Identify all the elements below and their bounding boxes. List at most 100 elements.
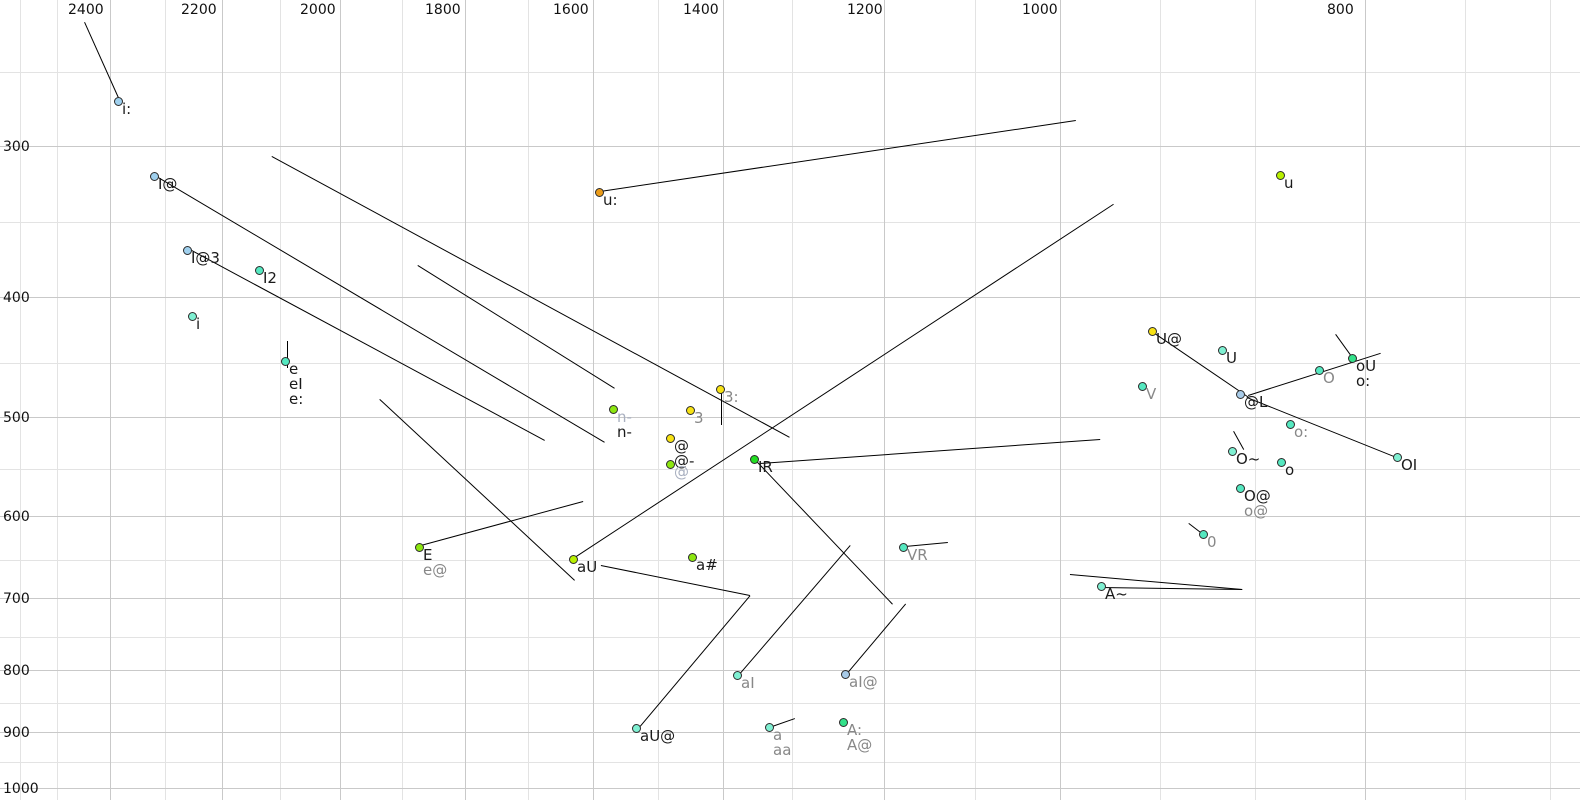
x-gridline-minor [528,0,529,800]
x-gridline-minor [792,0,793,800]
point-label-i:: i: [122,100,132,118]
x-axis-tick-label: 2000 [300,2,336,18]
point-label-@-alt: @ [674,463,689,481]
data-point-U@[interactable] [1147,326,1157,336]
data-point-A:[interactable] [838,717,848,727]
point-label-I@: I@ [158,175,178,193]
x-gridline-minor [402,0,403,800]
point-label-aU: aU [577,558,598,576]
y-axis-tick-label: 400 [3,290,30,306]
point-label-A:: A@ [847,736,873,754]
data-point-E[interactable] [414,542,424,552]
y-gridline-minor [0,637,1580,638]
data-point-O~[interactable] [1227,446,1237,456]
point-label-VR: VR [907,546,928,564]
x-gridline-minor [1465,0,1466,800]
data-point-a#[interactable] [687,552,697,562]
point-label-i: i [196,315,201,333]
data-point-o[interactable] [1276,457,1286,467]
y-axis-tick-label: 700 [3,591,30,607]
data-point-u[interactable] [1275,170,1285,180]
x-gridline-minor [1160,0,1161,800]
data-point-O[interactable] [1314,365,1324,375]
data-point-a[interactable] [764,722,774,732]
data-point-i[interactable] [187,311,197,321]
x-gridline-major [465,0,466,800]
point-label-oU: oU [1356,357,1377,375]
point-label-@L: @L [1244,393,1268,411]
x-gridline-major [1060,0,1061,800]
data-point-VR[interactable] [898,542,908,552]
y-gridline-major [0,516,1580,517]
point-label-@: @- [674,452,695,470]
data-point-aI@[interactable] [840,669,850,679]
x-axis-tick-label: 1200 [847,2,883,18]
data-point-OI[interactable] [1392,452,1402,462]
data-point-O@[interactable] [1235,483,1245,493]
point-label-U@: U@ [1156,330,1182,348]
point-label-O~: O~ [1236,450,1261,468]
data-point-aU@[interactable] [631,723,641,733]
point-label-aI@: aI@ [849,673,878,691]
y-gridline-major [0,670,1580,671]
data-point-aU[interactable] [568,554,578,564]
x-axis-tick-label: 2200 [181,2,217,18]
point-label-OI: OI [1401,456,1418,474]
y-gridline-minor [0,762,1580,763]
connector-line [721,388,722,425]
point-label-3: 3 [694,409,704,427]
data-point-@-alt[interactable] [665,459,675,469]
data-point-I@3[interactable] [182,245,192,255]
point-label-aI: aI [741,674,755,692]
x-gridline-minor [57,0,58,800]
connector-line [754,459,893,605]
connector-line [639,595,751,728]
data-point-0[interactable] [1198,529,1208,539]
y-axis-tick-label: 800 [3,663,30,679]
data-point-3:[interactable] [715,384,725,394]
data-point-V[interactable] [1137,381,1147,391]
point-label-e: eI [289,375,303,393]
point-label-E: E [423,546,433,564]
data-point-@L[interactable] [1235,389,1245,399]
data-point-@[interactable] [665,433,675,443]
point-label-3:: 3: [724,388,739,406]
y-axis-tick-label: 300 [3,139,30,155]
data-point-o:[interactable] [1285,419,1295,429]
x-axis-tick-label: 2400 [68,2,104,18]
x-axis-tick-label: 1400 [683,2,719,18]
data-point-U[interactable] [1217,345,1227,355]
x-gridline-minor [20,0,21,800]
point-label-aU@: aU@ [640,727,676,745]
data-point-aI[interactable] [732,670,742,680]
connector-line [1246,397,1399,459]
data-point-i:[interactable] [113,96,123,106]
data-point-IR[interactable] [749,454,759,464]
connector-line [379,399,575,581]
y-gridline-major [0,598,1580,599]
data-point-A~[interactable] [1096,581,1106,591]
data-point-I@[interactable] [149,171,159,181]
y-gridline-major [0,788,1580,789]
connector-line [739,545,851,675]
x-axis-tick-label: 1000 [1022,2,1058,18]
point-label-n-: n- [617,408,632,426]
x-gridline-major [1365,0,1366,800]
data-point-n-[interactable] [608,404,618,414]
data-point-oU[interactable] [1347,353,1357,363]
x-gridline-minor [1550,0,1551,800]
point-label-V: V [1146,385,1157,403]
y-gridline-major [0,297,1580,298]
point-label-a: a [773,726,783,744]
data-point-3[interactable] [685,405,695,415]
x-axis-tick-label: 800 [1327,2,1354,18]
point-label-U: U [1226,349,1237,367]
point-label-e: e [289,360,299,378]
y-axis-tick-label: 500 [3,410,30,426]
y-gridline-major [0,417,1580,418]
data-point-I2[interactable] [254,265,264,275]
data-point-u:[interactable] [594,187,604,197]
data-point-e[interactable] [280,356,290,366]
point-label-IR: IR [758,458,773,476]
y-axis-tick-label: 900 [3,725,30,741]
